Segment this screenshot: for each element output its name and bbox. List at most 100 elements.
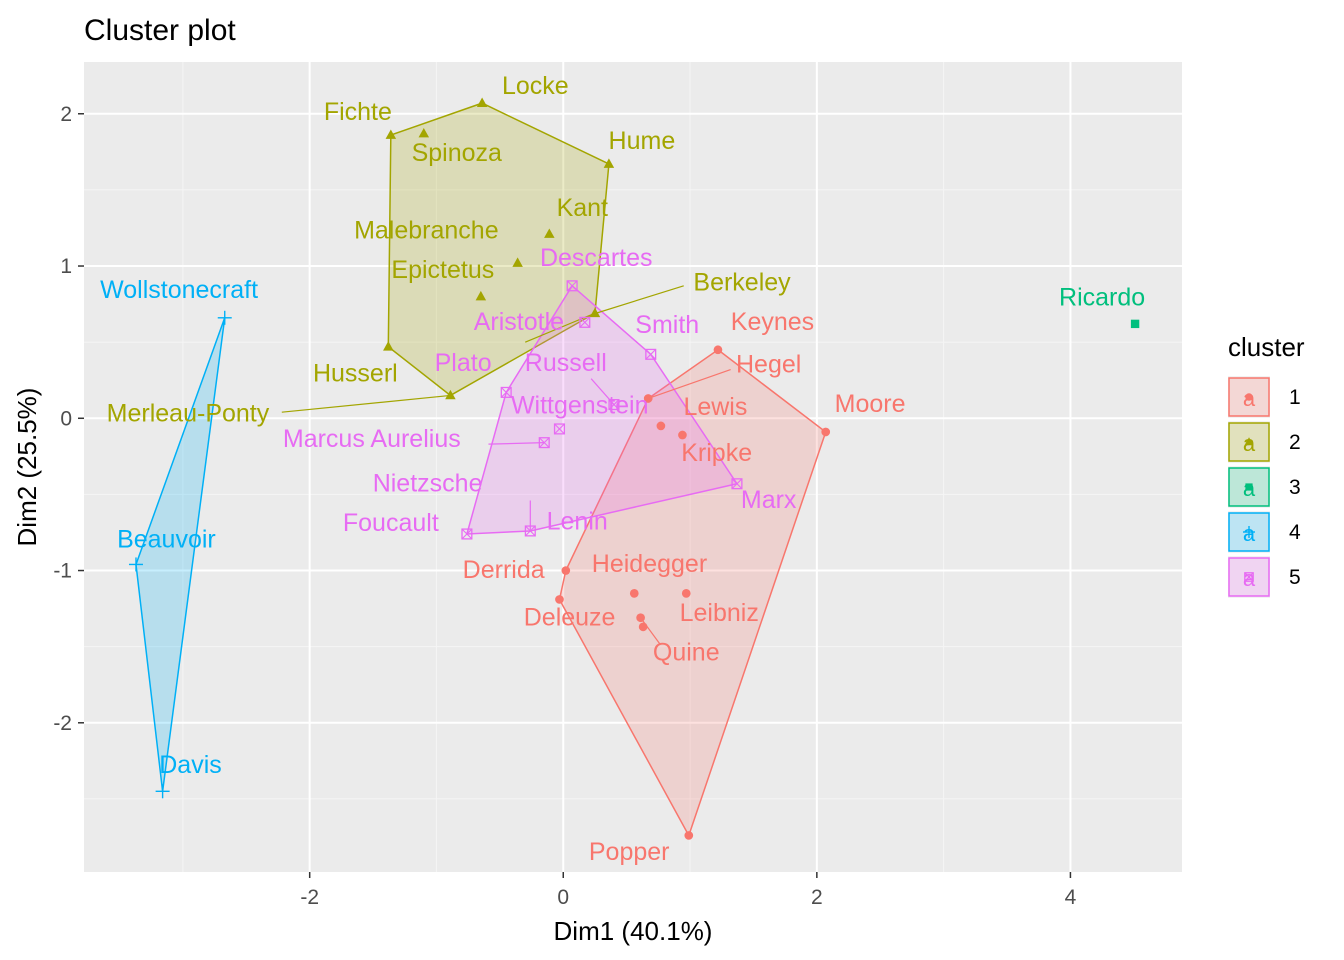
label-russell: Russell	[525, 349, 607, 377]
point-derrida	[561, 566, 571, 575]
point-hume	[603, 158, 615, 168]
point-plato	[445, 389, 456, 400]
point-descartes	[566, 280, 578, 292]
point-malebranche	[512, 257, 523, 267]
legend-item-2: a2	[1228, 421, 1301, 463]
cluster-4-hull	[135, 317, 226, 792]
point-deleuze	[555, 595, 564, 604]
grid-minor	[84, 62, 1182, 872]
x-tick-label: 2	[811, 886, 823, 909]
point-russell	[500, 386, 512, 398]
legend: a1a2a3a4a5	[1228, 376, 1301, 598]
legend-label: 2	[1289, 431, 1301, 454]
label-foucault: Foucault	[343, 509, 439, 537]
point-ricardo	[1130, 319, 1140, 329]
point-locke	[476, 97, 488, 107]
plot-panel	[84, 62, 1182, 872]
label-beauvoir: Beauvoir	[117, 526, 216, 554]
label-locke: Locke	[502, 72, 569, 100]
label-marcus-aurelius: Marcus Aurelius	[283, 425, 461, 453]
label-aristotle: Aristotle	[474, 308, 564, 336]
chart-title: Cluster plot	[84, 14, 236, 47]
point-smith	[645, 348, 657, 360]
point-epictetus	[475, 290, 487, 301]
point-keynes	[713, 345, 723, 355]
legend-key-marker	[1244, 572, 1254, 582]
point-kripke	[678, 430, 687, 440]
label-fichte: Fichte	[324, 98, 392, 126]
point-marcus-aurelius	[538, 437, 550, 449]
label-moore: Moore	[835, 390, 906, 418]
point-davis	[155, 784, 170, 799]
point-fichte	[385, 129, 397, 139]
point-foucault	[461, 528, 473, 540]
point-nietzsche	[524, 525, 536, 537]
legend-item-3: a3	[1228, 466, 1301, 508]
point-quine	[636, 613, 645, 623]
label-hegel: Hegel	[736, 351, 801, 379]
y-tick-label: 2	[60, 103, 72, 126]
label-wollstonecraft: Wollstonecraft	[100, 276, 258, 304]
label-epictetus: Epictetus	[391, 256, 494, 284]
y-tick-label: 1	[60, 255, 72, 278]
label-lewis: Lewis	[683, 393, 747, 421]
legend-key-marker	[1244, 437, 1254, 446]
y-tick-label: -1	[53, 560, 72, 583]
label-wittgenstein: Wittgenstein	[511, 392, 649, 420]
point-spinoza	[418, 127, 430, 138]
point-moore	[821, 427, 831, 437]
label-husserl: Husserl	[313, 360, 398, 388]
point-lewis	[656, 421, 666, 431]
point-labels: Keynes Hegel Lewis Moore Kripke Derrida Heideg…	[100, 72, 1145, 866]
x-tick-label: 0	[557, 886, 569, 909]
label-nietzsche: Nietzsche	[373, 469, 483, 497]
label-derrida: Derrida	[463, 556, 545, 584]
label-leader-line	[281, 394, 451, 413]
label-keynes: Keynes	[731, 308, 814, 336]
label-popper: Popper	[589, 838, 670, 866]
x-tick-label: 4	[1065, 886, 1077, 909]
label-leader-line	[640, 617, 661, 644]
point-marx	[731, 478, 743, 490]
point-husserl	[383, 341, 394, 351]
label-marx: Marx	[741, 486, 797, 514]
point-leibniz	[681, 589, 691, 598]
x-axis-ticks: -2 0 2 4	[300, 872, 1077, 909]
data-points	[128, 97, 1140, 840]
point-moore2	[638, 622, 648, 632]
legend-label: 4	[1289, 521, 1301, 544]
label-malebranche: Malebranche	[354, 217, 499, 245]
legend-label: 3	[1289, 476, 1301, 499]
label-heidegger: Heidegger	[592, 550, 707, 578]
legend-title: cluster	[1228, 332, 1305, 362]
point-hegel	[643, 394, 653, 403]
x-axis-title: Dim1 (40.1%)	[554, 916, 713, 946]
label-merleau-ponty: Merleau-Ponty	[107, 399, 270, 427]
point-wittgenstein	[608, 399, 620, 411]
label-berkeley: Berkeley	[693, 268, 791, 296]
label-hume: Hume	[609, 127, 676, 155]
point-wollstonecraft	[217, 310, 232, 325]
y-axis-ticks: -2 -1 0 1 2	[53, 103, 84, 735]
legend-label: 5	[1289, 566, 1301, 589]
legend-item-1: a1	[1228, 376, 1301, 418]
label-spinoza: Spinoza	[412, 139, 502, 167]
grid-major	[84, 62, 1182, 872]
point-popper	[684, 831, 694, 840]
legend-key-marker	[1245, 483, 1253, 491]
label-leader-line	[590, 285, 684, 316]
point-aristotle	[579, 316, 591, 328]
point-berkeley	[589, 307, 601, 318]
label-ricardo: Ricardo	[1059, 284, 1145, 312]
label-smith: Smith	[635, 311, 699, 339]
y-tick-label: -2	[53, 712, 72, 735]
label-leader-line	[648, 368, 731, 400]
label-davis: Davis	[159, 751, 222, 779]
label-lenin: Lenin	[547, 507, 608, 535]
x-tick-label: -2	[300, 886, 319, 909]
label-deleuze: Deleuze	[524, 603, 616, 631]
legend-key-marker	[1243, 526, 1255, 538]
